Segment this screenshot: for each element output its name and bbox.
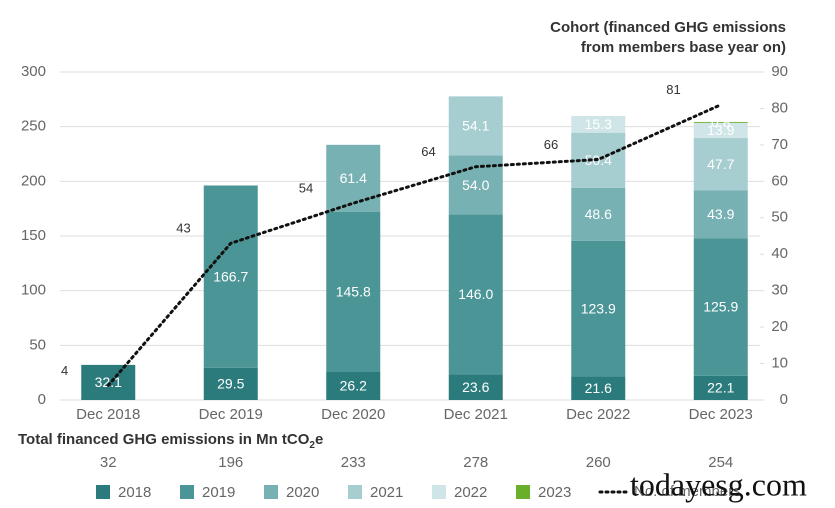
- total-value: 260: [586, 454, 611, 471]
- y-tick-label: 250: [21, 118, 46, 135]
- bar-segment: [448, 96, 503, 156]
- y-tick-label: 300: [21, 63, 46, 80]
- y-tick-label: 50: [29, 336, 46, 353]
- y2-title: from members base year on): [581, 39, 786, 56]
- legend-label: 2018: [118, 484, 151, 501]
- bar-segment: [571, 115, 626, 133]
- line-label: 4: [61, 363, 68, 378]
- data-label: 54.1: [462, 118, 489, 134]
- line-label: 81: [666, 82, 680, 97]
- bar-segment: [693, 121, 748, 123]
- legend-label: 2022: [454, 484, 487, 501]
- legend-label: 2023: [538, 484, 571, 501]
- y2-tick-label: 40: [771, 245, 788, 262]
- y-tick-label: 0: [38, 391, 46, 408]
- bar-segment: [693, 375, 748, 400]
- x-tick-label: Dec 2020: [321, 406, 385, 423]
- data-label: 22.1: [707, 380, 734, 396]
- total-value: 32: [100, 454, 117, 471]
- data-label: 23.6: [462, 379, 489, 395]
- data-label: 54.0: [462, 177, 489, 193]
- bar-segment: [203, 185, 258, 368]
- legend-label: 2020: [286, 484, 319, 501]
- bar-segment: [326, 144, 381, 212]
- data-label: 146.0: [458, 286, 493, 302]
- total-value: 254: [708, 454, 733, 471]
- y2-tick-label: 60: [771, 172, 788, 189]
- data-label: 166.7: [213, 268, 248, 284]
- bar-segment: [326, 211, 381, 372]
- totals-title: Total financed GHG emissions in Mn tCO2e: [18, 431, 323, 451]
- y-tick-label: 200: [21, 172, 46, 189]
- bar-segment: [693, 138, 748, 191]
- data-label: 32.1: [95, 374, 122, 390]
- totals-title-sub: 2: [309, 440, 315, 451]
- y2-title: Cohort (financed GHG emissions: [550, 19, 786, 36]
- legend-swatch: [96, 485, 110, 499]
- x-tick-label: Dec 2019: [199, 406, 263, 423]
- bar-segment: [81, 364, 136, 400]
- x-tick-label: Dec 2023: [689, 406, 753, 423]
- data-label: 145.8: [336, 283, 371, 299]
- data-label: 13.9: [707, 122, 734, 138]
- y2-tick-label: 10: [771, 355, 788, 372]
- totals-title-part: Total financed GHG emissions in Mn tCO: [18, 431, 310, 448]
- bar-segment: [571, 376, 626, 400]
- bar-segment: [693, 190, 748, 239]
- legend-swatch: [432, 485, 446, 499]
- y-tick-label: 100: [21, 282, 46, 299]
- y2-tick-label: 30: [771, 282, 788, 299]
- data-label: 123.9: [581, 300, 616, 316]
- bar-segment: [693, 122, 748, 139]
- line-label: 66: [544, 137, 558, 152]
- data-label: 61.4: [340, 170, 367, 186]
- data-label: 48.6: [585, 206, 612, 222]
- totals-title-part: e: [315, 431, 323, 448]
- legend-swatch: [180, 485, 194, 499]
- x-tick-label: Dec 2018: [76, 406, 140, 423]
- line: [106, 103, 723, 387]
- data-label: 125.9: [703, 299, 738, 315]
- bar-segment: [571, 240, 626, 377]
- data-label: 21.6: [585, 380, 612, 396]
- data-label: 29.5: [217, 376, 244, 392]
- bar-segment: [203, 367, 258, 400]
- data-label: 47.7: [707, 156, 734, 172]
- legend-swatch: [264, 485, 278, 499]
- data-label: 26.2: [340, 377, 367, 393]
- total-value: 233: [341, 454, 366, 471]
- total-value: 196: [218, 454, 243, 471]
- legend-label: 2019: [202, 484, 235, 501]
- y2-tick-label: 80: [771, 99, 788, 116]
- y2-tick-label: 20: [771, 318, 788, 335]
- bar-segment: [448, 374, 503, 400]
- data-label: 43.9: [707, 206, 734, 222]
- bar-segment: [693, 238, 748, 376]
- watermark: todayesg.com: [630, 466, 807, 502]
- y2-tick-label: 50: [771, 209, 788, 226]
- data-label: 15.3: [585, 116, 612, 132]
- y2-tick-label: 70: [771, 136, 788, 153]
- x-tick-label: Dec 2022: [566, 406, 630, 423]
- line-label: 54: [299, 181, 313, 196]
- line-label: 43: [176, 221, 190, 236]
- total-value: 278: [463, 454, 488, 471]
- y2-tick-label: 0: [780, 391, 788, 408]
- x-tick-label: Dec 2021: [444, 406, 508, 423]
- legend-label: 2021: [370, 484, 403, 501]
- y-tick-label: 150: [21, 227, 46, 244]
- legend-label: No. of members: [634, 483, 741, 500]
- line-label: 64: [421, 144, 435, 159]
- legend-swatch: [348, 485, 362, 499]
- data-label: 0.8: [711, 114, 731, 130]
- bar-segment: [571, 187, 626, 241]
- y2-tick-label: 90: [771, 63, 788, 80]
- bar-segment: [326, 371, 381, 400]
- bar-segment: [448, 214, 503, 375]
- legend-swatch: [516, 485, 530, 499]
